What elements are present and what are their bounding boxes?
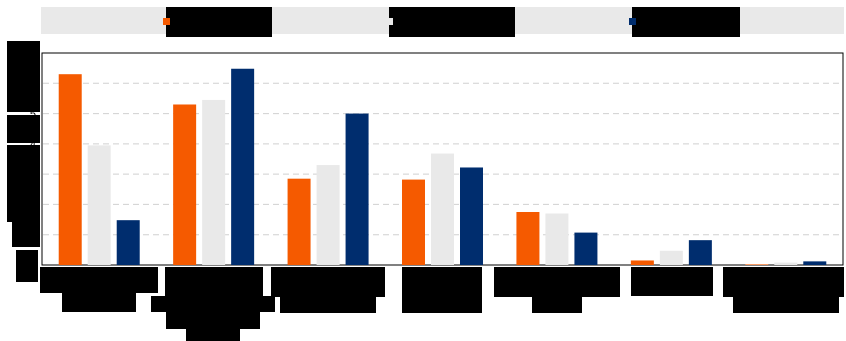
bar-series-1-cat-3 <box>287 178 311 265</box>
y-tick-label-6: 6 <box>30 78 36 90</box>
y-tick-label-bg-7 <box>16 250 38 282</box>
y-tick-label-bg-3 <box>7 145 40 173</box>
bar-series-2-cat-7 <box>774 262 798 265</box>
y-tick-label-bg-2 <box>7 115 40 143</box>
y-tick-label-4: 4 <box>30 139 36 151</box>
y-tick-label-2: 2 <box>30 199 36 211</box>
legend-item-series-2 <box>386 7 515 37</box>
bar-series-1-cat-4 <box>402 179 425 265</box>
y-tick-label-bg-1 <box>7 85 40 112</box>
y-tick-label-bg-6 <box>12 222 40 247</box>
legend-item-series-3 <box>629 7 740 37</box>
legend-swatch-series-3 <box>629 18 636 25</box>
x-tick-label-bg-5-2 <box>532 297 582 313</box>
x-tick-label-bg-4-1 <box>402 267 482 313</box>
bar-series-1-cat-5 <box>516 212 540 265</box>
legend-swatch-series-2 <box>386 18 393 25</box>
bar-series-2-cat-4 <box>431 153 454 265</box>
bar-series-3-cat-2 <box>231 68 255 266</box>
y-tick-label-bg-4 <box>7 172 40 197</box>
y-tick-label-5: 5 <box>30 109 36 121</box>
bar-series-2-cat-6 <box>659 250 683 265</box>
y-tick-label-0: 0 <box>30 260 36 272</box>
x-tick-label-bg-5-1 <box>494 267 620 297</box>
bar-series-3-cat-7 <box>803 261 827 265</box>
x-tick-label-bg-1-2 <box>62 293 136 312</box>
bar-series-3-cat-6 <box>688 240 712 265</box>
bar-series-1-cat-6 <box>630 260 654 265</box>
bar-series-3-cat-4 <box>460 167 483 265</box>
bar-series-2-cat-1 <box>87 145 111 265</box>
bar-series-3-cat-1 <box>116 220 140 265</box>
x-tick-label-bg-2-2 <box>151 296 275 312</box>
x-tick-label-bg-3-1 <box>271 267 385 297</box>
y-tick-label-3: 3 <box>30 169 36 181</box>
bar-series-1-cat-7 <box>745 264 769 265</box>
bar-series-2-cat-5 <box>545 213 569 265</box>
y-tick-label-bg-0 <box>7 41 40 85</box>
x-tick-label-bg-2-3 <box>166 312 260 329</box>
x-tick-label-bg-7-2 <box>733 297 839 313</box>
bar-series-3-cat-5 <box>574 232 598 265</box>
x-tick-label-bg-3-2 <box>280 297 376 313</box>
y-tick-label-bg-5 <box>7 197 40 222</box>
bar-series-1-cat-1 <box>58 74 82 265</box>
legend-item-series-1 <box>163 7 272 37</box>
bar-series-3-cat-3 <box>345 113 369 265</box>
x-tick-label-bg-6-1 <box>631 267 713 296</box>
legend-swatch-series-1 <box>163 18 170 25</box>
bar-series-2-cat-2 <box>202 99 226 265</box>
x-tick-label-bg-7-1 <box>723 267 844 297</box>
x-tick-label-bg-2-1 <box>165 267 263 297</box>
y-tick-label-1: 1 <box>30 230 36 242</box>
bar-series-1-cat-2 <box>173 104 197 265</box>
x-tick-label-bg-1-1 <box>40 267 158 293</box>
bar-series-2-cat-3 <box>316 165 340 265</box>
y-tick-label-7: 7 <box>30 48 36 60</box>
x-tick-label-bg-2-4 <box>186 329 240 341</box>
